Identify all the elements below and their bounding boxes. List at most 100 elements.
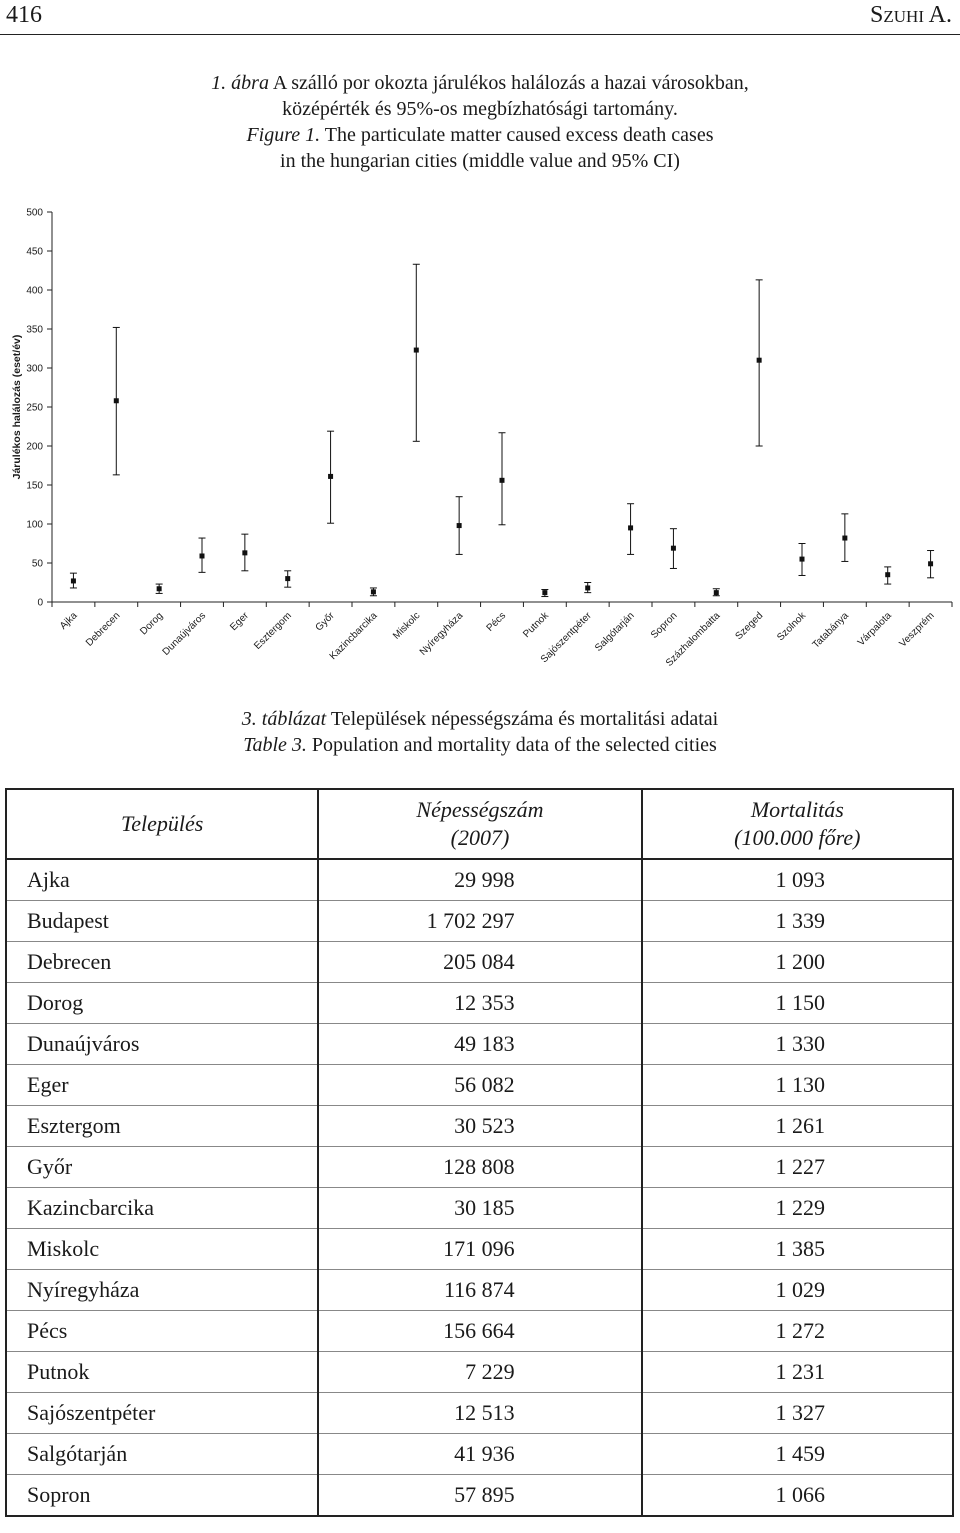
cell-mortality: 1 229 — [640, 1187, 955, 1229]
x-tick-label: Miskolc — [391, 610, 422, 641]
cell-population: 49 183 — [317, 1023, 643, 1065]
cell-mortality: 1 339 — [640, 900, 955, 942]
header-settlement: Település — [4, 788, 320, 860]
header-mortality-line1: Mortalitás — [750, 797, 844, 822]
table-row: Esztergom 30 523 1 261 — [4, 1105, 955, 1147]
cell-settlement: Sopron — [4, 1474, 320, 1517]
x-tick-label: Várpalota — [856, 610, 894, 648]
y-tick-label: 50 — [32, 559, 44, 570]
y-tick-label: 300 — [26, 364, 43, 375]
page-header: 416 Szuhi A. — [0, 0, 960, 35]
cell-population: 12 353 — [317, 982, 643, 1024]
x-tick-label: Tatabánya — [811, 610, 852, 651]
cell-mortality: 1 029 — [640, 1269, 955, 1311]
table-row: Kazincbarcika 30 185 1 229 — [4, 1187, 955, 1229]
cell-settlement: Dorog — [4, 982, 320, 1024]
cell-population: 29 998 — [317, 859, 643, 901]
cell-population: 116 874 — [317, 1269, 643, 1311]
cell-settlement: Miskolc — [4, 1228, 320, 1270]
x-tick-label: Putnok — [521, 610, 551, 640]
table-body: Ajka 29 998 1 093 Budapest 1 702 297 1 339 Deb… — [4, 859, 955, 1517]
table-row: Sopron 57 895 1 066 — [4, 1474, 955, 1517]
table-row: Győr 128 808 1 227 — [4, 1146, 955, 1188]
cell-mortality: 1 093 — [640, 859, 955, 901]
data-point — [799, 556, 805, 562]
cell-population: 30 523 — [317, 1105, 643, 1147]
figure-caption: 1. ábra A szálló por okozta járulékos ha… — [0, 70, 960, 174]
data-point — [885, 572, 891, 578]
data-point — [756, 357, 762, 363]
cell-population: 205 084 — [317, 941, 643, 983]
header-mortality: Mortalitás (100.000 főre) — [640, 788, 955, 860]
cell-population: 156 664 — [317, 1310, 643, 1352]
x-tick-label: Szolnok — [775, 610, 809, 644]
figure-label-en: Figure 1. — [246, 124, 321, 146]
data-point — [156, 586, 162, 592]
data-point — [113, 398, 119, 404]
cell-population: 41 936 — [317, 1433, 643, 1475]
data-point — [928, 561, 934, 567]
cell-population: 7 229 — [317, 1351, 643, 1393]
x-tick-label: Ajka — [58, 610, 80, 632]
cell-population: 56 082 — [317, 1064, 643, 1106]
table-caption-hu: Települések népességszáma és mortalitási… — [326, 708, 719, 730]
table-caption: 3. táblázat Települések népességszáma és… — [0, 706, 960, 758]
header-population: Népességszám (2007) — [317, 788, 643, 860]
y-tick-label: 0 — [37, 598, 43, 609]
cell-mortality: 1 231 — [640, 1351, 955, 1393]
figure-caption-hu-line2: középérték és 95%-os megbízhatósági tart… — [282, 98, 678, 120]
x-tick-label: Salgótarján — [593, 610, 637, 654]
cell-mortality: 1 150 — [640, 982, 955, 1024]
y-tick-label: 150 — [26, 481, 43, 492]
table-row: Putnok 7 229 1 231 — [4, 1351, 955, 1393]
table-row: Dorog 12 353 1 150 — [4, 982, 955, 1024]
data-point — [242, 550, 248, 556]
data-point — [842, 535, 848, 541]
table-row: Salgótarján 41 936 1 459 — [4, 1433, 955, 1475]
y-tick-label: 200 — [26, 442, 43, 453]
chart-marks — [69, 263, 935, 598]
data-point — [70, 578, 76, 584]
x-tick-label: Sopron — [649, 610, 680, 641]
cell-population: 1 702 297 — [317, 900, 643, 942]
cell-population: 57 895 — [317, 1474, 643, 1517]
figure-caption-hu-line1: A szálló por okozta járulékos halálozás … — [268, 72, 749, 94]
cell-mortality: 1 272 — [640, 1310, 955, 1352]
cell-settlement: Debrecen — [4, 941, 320, 983]
x-tick-label: Szeged — [733, 610, 765, 642]
cell-settlement: Salgótarján — [4, 1433, 320, 1475]
header-mortality-line2: (100.000 főre) — [734, 825, 861, 850]
figure-label-hu: 1. ábra — [211, 72, 269, 94]
data-point — [542, 590, 548, 596]
table-row: Debrecen 205 084 1 200 — [4, 941, 955, 983]
cell-settlement: Pécs — [4, 1310, 320, 1352]
data-point — [456, 523, 462, 529]
cell-settlement: Eger — [4, 1064, 320, 1106]
data-point — [628, 525, 634, 531]
data-point — [285, 576, 291, 582]
cell-settlement: Putnok — [4, 1351, 320, 1393]
cell-settlement: Dunaújváros — [4, 1023, 320, 1065]
table-row: Ajka 29 998 1 093 — [4, 859, 955, 901]
header-population-line1: Népességszám — [416, 797, 544, 822]
data-point — [328, 473, 334, 479]
cell-settlement: Sajószentpéter — [4, 1392, 320, 1434]
cell-settlement: Nyíregyháza — [4, 1269, 320, 1311]
header-population-line2: (2007) — [450, 825, 510, 850]
table-row: Budapest 1 702 297 1 339 — [4, 900, 955, 942]
x-tick-label: Dorog — [138, 610, 165, 637]
cell-mortality: 1 066 — [640, 1474, 955, 1517]
figure-caption-en-line2: in the hungarian cities (middle value an… — [280, 150, 680, 172]
error-bar-chart: 0 50 100 150 200 250 300 350 400 450 500 Ajka Debrec… — [11, 208, 953, 669]
table-row: Miskolc 171 096 1 385 — [4, 1228, 955, 1270]
cell-population: 171 096 — [317, 1228, 643, 1270]
chart-axes: 0 50 100 150 200 250 300 350 400 450 500 Ajka Debrec… — [26, 208, 953, 669]
population-table: Település Népességszám (2007) Mortalitás… — [4, 788, 955, 1517]
cell-settlement: Kazincbarcika — [4, 1187, 320, 1229]
cell-mortality: 1 261 — [640, 1105, 955, 1147]
cell-settlement: Esztergom — [4, 1105, 320, 1147]
x-tick-label: Nyíregyháza — [418, 610, 466, 658]
data-point — [713, 590, 719, 596]
y-tick-label: 500 — [26, 208, 43, 219]
data-point — [585, 585, 591, 591]
